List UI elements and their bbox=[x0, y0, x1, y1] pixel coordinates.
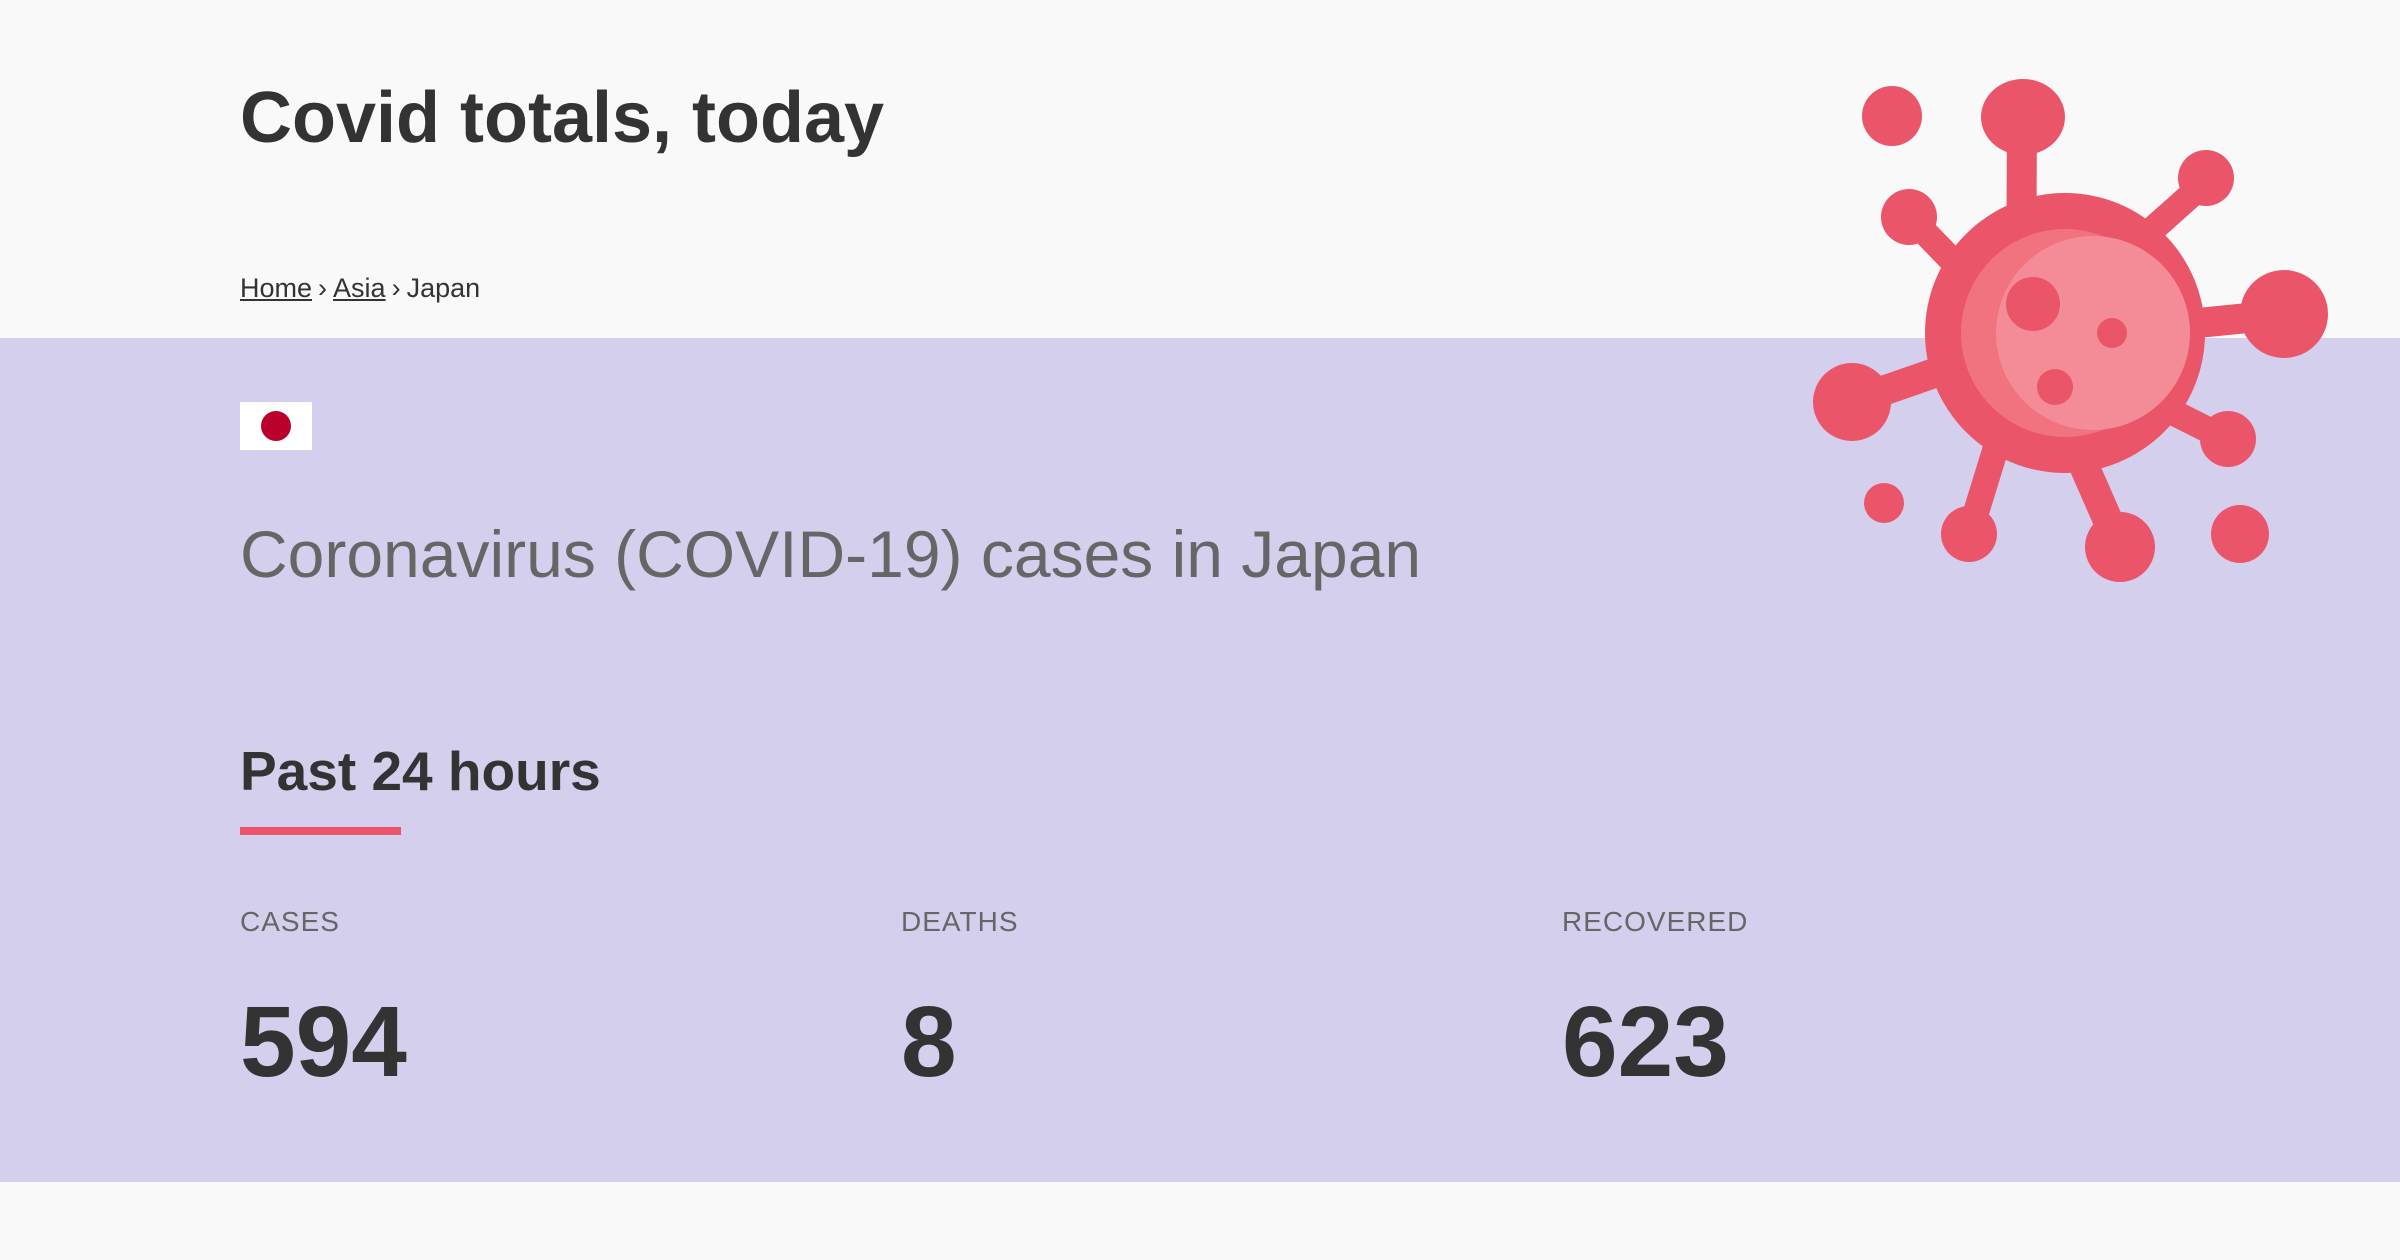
breadcrumb-link-home[interactable]: Home bbox=[240, 273, 313, 303]
stat-recovered: RECOVERED 623 bbox=[1562, 904, 1748, 1096]
stat-label-deaths: DEATHS bbox=[901, 906, 1019, 937]
country-summary: Coronavirus (COVID-19) cases in Japan Pa… bbox=[0, 338, 2400, 1182]
stat-deaths: DEATHS 8 bbox=[901, 904, 1019, 1096]
virus-icon bbox=[1813, 79, 2328, 582]
stat-cases: CASES 594 bbox=[240, 904, 407, 1096]
breadcrumb-link-asia[interactable]: Asia bbox=[333, 273, 386, 303]
stat-value-recovered: 623 bbox=[1562, 986, 1729, 1098]
heading-underline bbox=[240, 827, 401, 835]
flag-sun-disc bbox=[261, 411, 291, 441]
page-header: Covid totals, today Home › Asia › Japan bbox=[0, 0, 2400, 338]
breadcrumb-current: Japan bbox=[406, 273, 481, 303]
breadcrumb-separator: › bbox=[318, 273, 328, 303]
stat-label-recovered: RECOVERED bbox=[1562, 906, 1749, 937]
stat-value-cases: 594 bbox=[240, 986, 407, 1098]
japan-flag-icon bbox=[240, 402, 312, 450]
stat-label-cases: CASES bbox=[240, 906, 340, 937]
period-heading: Past 24 hours bbox=[240, 740, 601, 802]
breadcrumb: Home › Asia › Japan bbox=[240, 268, 480, 308]
stat-value-deaths: 8 bbox=[901, 986, 957, 1098]
breadcrumb-separator: › bbox=[391, 273, 401, 303]
site-title: Covid totals, today bbox=[240, 78, 885, 158]
country-heading: Coronavirus (COVID-19) cases in Japan bbox=[240, 517, 1422, 591]
